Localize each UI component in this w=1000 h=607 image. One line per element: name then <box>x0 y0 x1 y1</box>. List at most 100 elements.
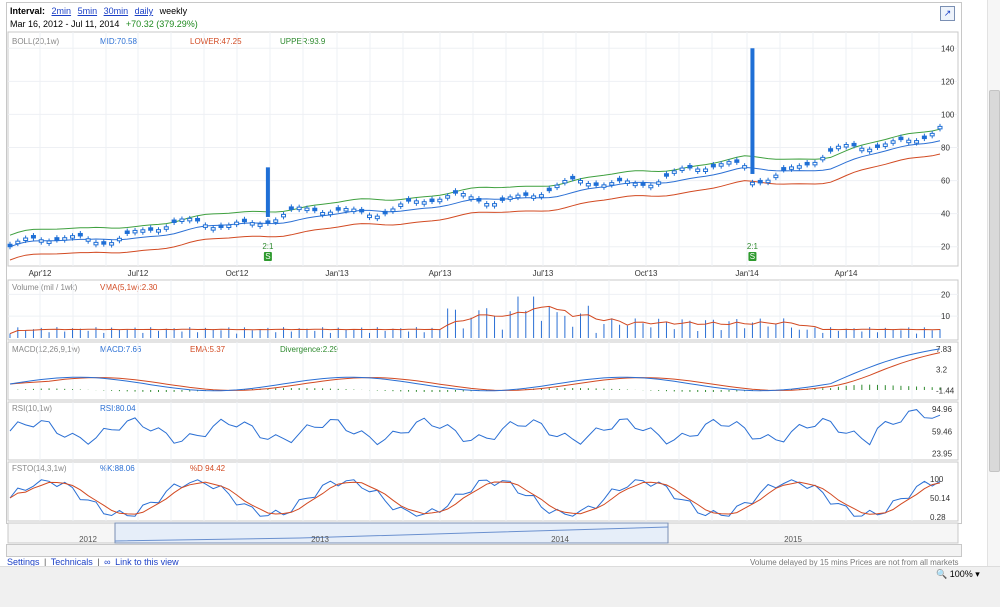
candle-body <box>343 208 349 212</box>
fsto-tick-label: 50.14 <box>930 494 951 503</box>
dividend-marker <box>263 252 272 261</box>
interval-2min-link[interactable]: 2min <box>51 6 72 16</box>
candle-body <box>70 235 76 239</box>
interval-daily-link[interactable]: daily <box>134 6 154 16</box>
rsi-line <box>9 409 941 446</box>
candle-body <box>476 198 482 202</box>
candle-body <box>484 203 490 207</box>
month-label: Apr'14 <box>835 269 858 278</box>
candle-body <box>765 179 771 184</box>
link-to-view[interactable]: Link to this view <box>115 557 179 567</box>
price-tick-label: 20 <box>941 243 950 252</box>
interval-30min-link[interactable]: 30min <box>103 6 129 16</box>
candle-body <box>249 222 255 226</box>
candle-body <box>437 198 443 203</box>
interval-current: weekly <box>159 6 188 16</box>
candle-body <box>62 237 68 241</box>
candle-body <box>546 187 552 192</box>
candle-body <box>921 135 927 140</box>
link-icon: ∞ <box>104 557 111 567</box>
chart-canvas[interactable]: 140 120 100 80 60 40 20 Apr'12 Jul'12 Oct'12 Jan'1… <box>0 0 1000 566</box>
candle-body <box>445 195 451 199</box>
candle-body <box>749 181 755 186</box>
split-label: 2:1 <box>747 242 759 251</box>
candle-body <box>867 148 873 153</box>
fsto-k-line <box>9 479 941 517</box>
technicals-link[interactable]: Technicals <box>50 557 93 567</box>
candle-body <box>538 194 544 198</box>
interval-5min-link[interactable]: 5min <box>77 6 98 16</box>
chart-horizontal-scrollbar[interactable] <box>6 544 962 557</box>
expand-icon[interactable]: ↗ <box>940 6 955 21</box>
zoom-control[interactable]: 🔍 100% ▾ <box>936 569 980 580</box>
candle-body <box>890 140 896 144</box>
candle-body <box>85 238 91 242</box>
candle-body <box>742 165 748 169</box>
candle-body <box>218 224 224 229</box>
candle-body <box>617 177 623 182</box>
candle-body <box>663 173 669 177</box>
candle-body <box>452 190 458 194</box>
split-label: 2:1 <box>262 242 274 251</box>
candle-body <box>796 165 802 169</box>
boll-mid-line <box>9 140 941 248</box>
candle-body <box>374 215 380 220</box>
macd-ema: EMA:5.37 <box>190 345 226 354</box>
macd-tick-label: -1.44 <box>936 386 955 395</box>
month-label: Apr'13 <box>429 269 452 278</box>
candle-body <box>882 143 888 147</box>
page-scroll-thumb[interactable] <box>989 90 1000 472</box>
macd-name: MACD(12,26,9,1w) <box>12 345 81 354</box>
candle-body <box>257 223 263 227</box>
interval-label: Interval: <box>10 6 46 16</box>
timeline-selection <box>114 522 669 544</box>
year-label: 2015 <box>784 535 802 544</box>
price-tick-label: 80 <box>941 144 950 153</box>
candle-body <box>77 232 83 237</box>
candle-body <box>116 237 122 242</box>
candle-body <box>671 170 677 174</box>
candle-body <box>859 147 865 152</box>
candle-body <box>281 213 287 218</box>
month-label: Jan'14 <box>735 269 759 278</box>
candle-body <box>163 226 169 230</box>
candle-body <box>312 207 318 212</box>
fsto-d: %D:94.42 <box>190 464 226 473</box>
candle-body <box>320 212 326 216</box>
rsi-tick-label: 94.96 <box>932 405 953 414</box>
candle-body <box>578 179 584 184</box>
price-tick-label: 60 <box>941 177 950 186</box>
year-label: 2012 <box>79 535 97 544</box>
candle-body <box>413 200 419 204</box>
settings-link[interactable]: Settings <box>7 557 40 567</box>
candle-body <box>241 218 247 223</box>
candle-body <box>585 182 591 187</box>
candle-body <box>687 164 693 169</box>
candle-body <box>179 218 185 222</box>
boll-name: BOLL(20,1w) <box>12 37 60 46</box>
month-label: Oct'12 <box>226 269 249 278</box>
candle-body <box>359 208 365 213</box>
candle-body <box>851 142 857 147</box>
candle-body <box>835 145 841 150</box>
browser-status-bar <box>0 566 1000 607</box>
candle-body <box>304 207 310 212</box>
boll-mid: MID:70.58 <box>100 37 137 46</box>
candle-body <box>734 159 740 163</box>
rsi-panel-border <box>7 401 959 461</box>
month-label: Jul'13 <box>533 269 554 278</box>
candle-body <box>648 184 654 189</box>
month-label: Apr'12 <box>29 269 52 278</box>
zoom-level: 100% <box>949 569 973 579</box>
candle-body <box>406 198 412 202</box>
candle-body <box>202 224 208 228</box>
candle-body <box>38 239 44 243</box>
candle-body <box>429 198 435 203</box>
candle-body <box>820 156 826 161</box>
candle-body <box>265 220 271 224</box>
timeline-preview-line <box>114 526 669 542</box>
candle-body <box>937 125 943 130</box>
macd-tick-label: 7.83 <box>936 345 952 354</box>
spike-candle <box>750 48 755 174</box>
price-change: +70.32 (379.29%) <box>125 19 198 29</box>
